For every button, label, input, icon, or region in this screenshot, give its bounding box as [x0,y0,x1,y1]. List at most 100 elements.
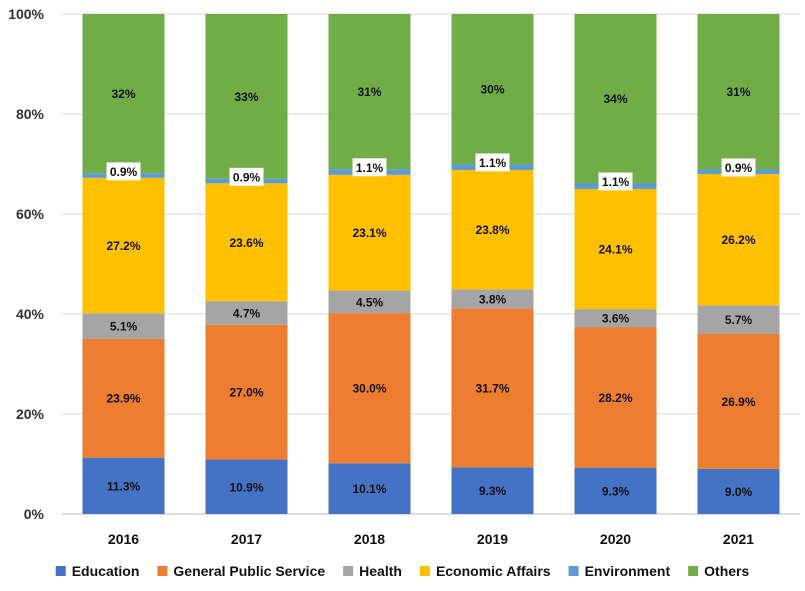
x-tick-label: 2020 [600,531,631,547]
legend-item: Others [688,563,749,579]
bar-segment [574,467,657,514]
bar-segment [574,14,657,184]
bar-segment [697,173,780,306]
data-label-box [598,172,633,191]
data-label-box [475,153,510,172]
y-tick-label: 20% [16,406,45,422]
legend-item: General Public Service [157,563,325,579]
data-label-box [352,158,387,177]
data-label: 1.1% [602,175,630,189]
data-label: 28.2% [598,391,632,405]
bar-segment [82,313,165,339]
gridlines [62,13,800,515]
data-label: 4.5% [356,295,384,309]
legend-swatch [55,566,66,576]
data-label: 31% [357,85,381,99]
legend-item: Economic Affairs [419,563,551,579]
data-label: 10.1% [352,482,386,496]
bar-segment [82,177,165,314]
data-label-box [229,167,264,186]
bar-segment [451,289,534,309]
data-label: 32% [111,87,135,101]
data-label: 0.9% [725,161,753,175]
data-label: 33% [234,90,258,104]
legend-swatch [688,566,699,576]
data-label: 5.7% [725,313,753,327]
data-label: 34% [603,92,627,106]
bar-segment [205,324,288,460]
data-label: 1.1% [356,161,384,175]
data-label: 5.1% [110,320,138,334]
bar-segment [328,174,411,291]
data-label: 10.9% [229,480,263,494]
bars [82,14,780,514]
bar-segment [82,14,165,174]
y-tick-label: 60% [16,206,45,222]
data-label: 11.3% [107,479,141,493]
data-label: 0.9% [233,170,261,184]
data-label: 9.0% [725,485,753,499]
data-label: 30.0% [352,382,386,396]
legend-label: Economic Affairs [436,563,551,579]
y-tick-label: 0% [24,506,45,522]
legend-item: Health [343,563,402,579]
bar-segment [697,333,780,469]
bar-segment [697,305,780,334]
bar-segment [328,290,411,314]
legend-label: General Public Service [173,563,325,579]
data-label: 27.0% [229,386,263,400]
bar-segment [328,313,411,464]
data-label: 30% [480,83,504,97]
legend-label: Environment [585,563,671,579]
data-label: 26.2% [721,233,755,247]
x-tick-label: 2021 [723,531,754,547]
bar-segment [574,188,657,310]
legend-label: Others [704,563,749,579]
data-label: 3.8% [479,292,507,306]
bar-segment [205,183,288,302]
y-tick-label: 80% [16,106,45,122]
data-label: 0.9% [110,165,138,179]
legend-swatch [419,566,430,576]
data-label: 9.3% [479,484,507,498]
bar-segment [451,169,534,290]
y-tick-label: 40% [16,306,45,322]
x-tick-label: 2019 [477,531,508,547]
x-tick-label: 2016 [108,531,139,547]
bar-segment [82,457,165,514]
data-label: 3.6% [602,312,630,326]
data-label: 24.1% [598,243,632,257]
bar-segment [697,14,780,170]
legend-swatch [343,566,354,576]
data-label-box [721,158,756,177]
data-label: 31% [726,85,750,99]
bar-segment [451,14,534,165]
data-label: 23.1% [352,226,386,240]
data-label: 23.9% [106,392,140,406]
legend-item: Environment [568,563,671,579]
bar-segment [328,14,411,170]
legend-label: Health [359,563,402,579]
data-label-box [106,162,141,181]
legend: Education General Public Service Health Eco… [55,563,749,579]
bar-segment [205,14,288,179]
data-label: 31.7% [475,381,509,395]
x-tick-label: 2018 [354,531,385,547]
bar-segment [82,338,165,458]
bar-segment [574,309,657,328]
legend-swatch [157,566,168,576]
y-axis-tick-labels: 0% 20% 40% 60% 80% 100% [8,6,44,522]
data-label: 26.9% [721,395,755,409]
data-label: 4.7% [233,306,261,320]
bar-segment [451,467,534,514]
data-label: 27.2% [106,239,140,253]
data-labels: 11.3% 23.9% 5.1% 27.2% 0.9% 32% 10.9% 27.0% 4.7%… [106,83,755,499]
data-label: 23.8% [475,223,509,237]
legend-label: Education [72,563,140,579]
y-tick-label: 100% [8,6,44,22]
bar-segment [697,468,780,514]
bar-segment [451,308,534,468]
legend-item: Education [55,563,140,579]
data-label: 9.3% [602,484,630,498]
